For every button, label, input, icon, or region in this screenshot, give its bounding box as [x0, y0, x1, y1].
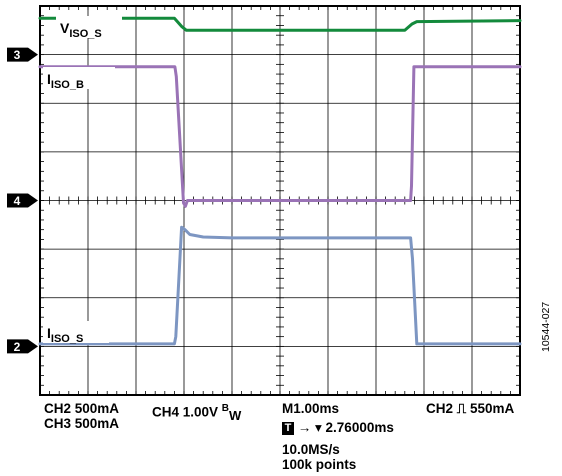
trigger-position: T → ▾ 2.76000ms	[282, 420, 394, 435]
bandwidth-limit-w: W	[229, 408, 242, 424]
channel-marker-label: 4	[14, 194, 21, 208]
sample-rate: 10.0MS/s	[282, 442, 340, 457]
trigger-setting: CH2 ⎍ 550mA	[426, 401, 515, 416]
ch4-scale: CH4 1.00V BW	[152, 401, 241, 423]
record-length: 100k points	[282, 457, 357, 472]
ch4-scale-text: CH4 1.00V	[152, 404, 222, 420]
bandwidth-limit-b: B	[221, 403, 230, 414]
trace-label-background	[43, 67, 115, 89]
channel-marker-label: 2	[14, 340, 21, 354]
channel-markers: 3 4 2	[7, 47, 38, 354]
timebase: M1.00ms	[282, 401, 340, 416]
trace-label-viso-s: VISO_S	[60, 20, 102, 40]
trace-viso-s	[38, 16, 522, 32]
channel-marker-2	[7, 339, 38, 354]
trace-labels: VISO_S IISO_B IISO_S	[43, 16, 122, 345]
channel-marker-3	[7, 47, 38, 62]
trace-iiso-b	[38, 65, 522, 208]
trace-label-iiso-b: IISO_B	[47, 71, 84, 91]
channel-marker-label: 3	[14, 48, 21, 62]
trace-label-iiso-s: IISO_S	[47, 325, 83, 345]
trigger-icon: T	[282, 422, 294, 435]
channel-marker-4	[7, 193, 38, 208]
ch2-scale: CH2 500mA	[44, 401, 120, 416]
trigger-position-text: → ▾ 2.76000ms	[297, 420, 394, 435]
ch3-scale: CH3 500mA	[44, 416, 120, 431]
waveforms	[38, 16, 522, 346]
trace-label-background	[43, 321, 109, 343]
figure-id: 10544-027	[540, 301, 552, 352]
trace-label-background	[56, 16, 122, 38]
trace-iiso-s	[38, 225, 522, 346]
